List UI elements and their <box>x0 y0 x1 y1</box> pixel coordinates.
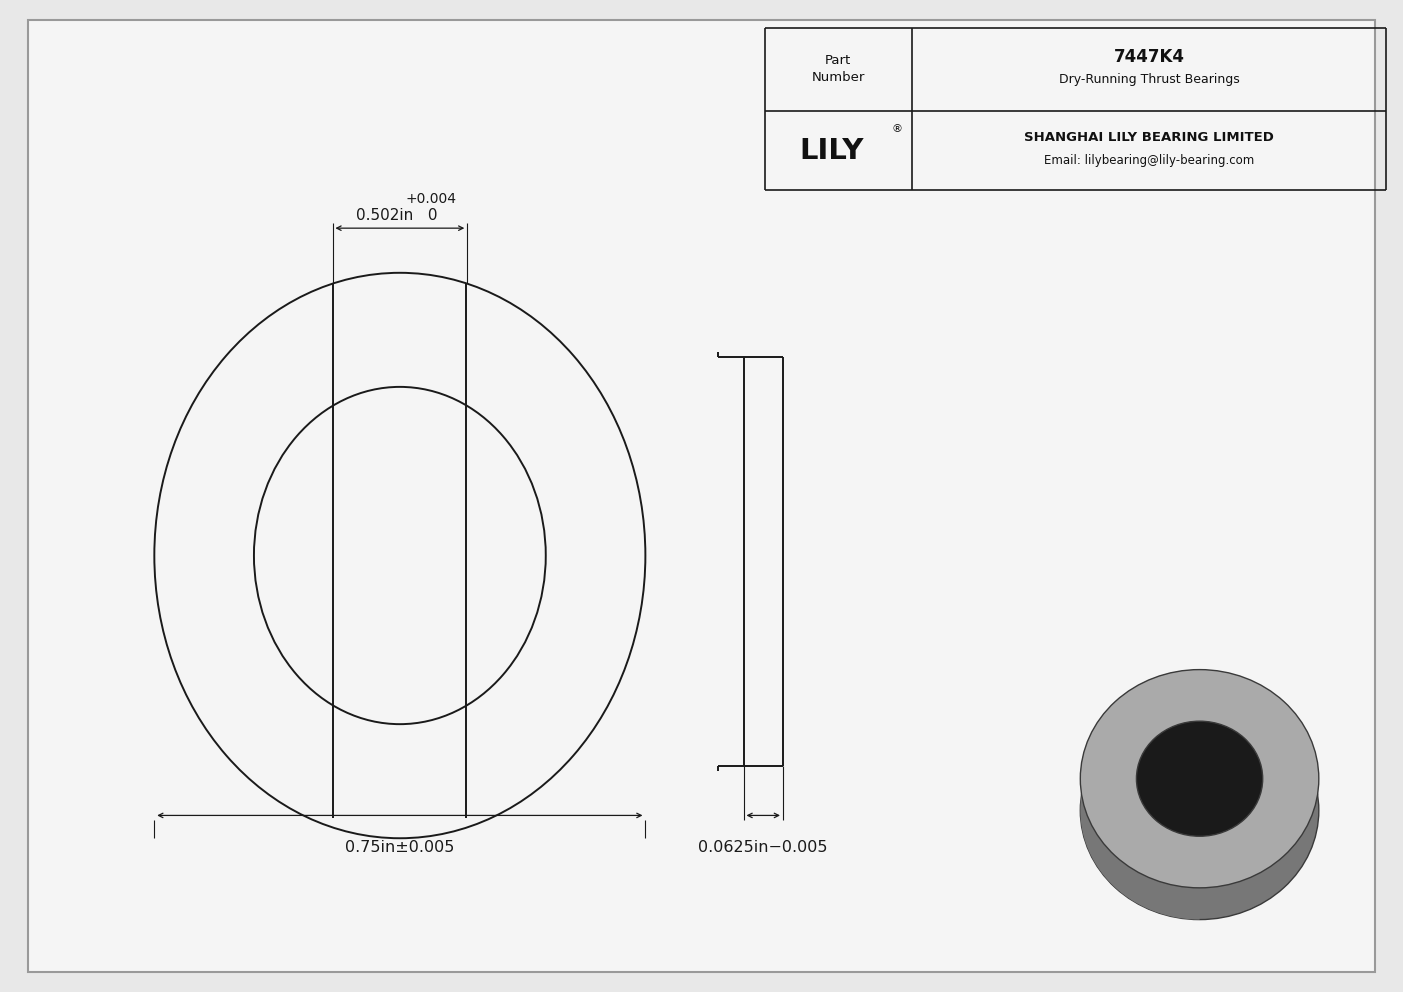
Polygon shape <box>1200 721 1263 868</box>
Text: Part
Number: Part Number <box>811 55 866 84</box>
Ellipse shape <box>1080 670 1319 888</box>
Text: 0.502in   0: 0.502in 0 <box>356 208 438 223</box>
Text: Dry-Running Thrust Bearings: Dry-Running Thrust Bearings <box>1059 72 1239 86</box>
Text: 0.0625in−0.005: 0.0625in−0.005 <box>699 840 828 855</box>
Ellipse shape <box>1136 753 1263 868</box>
Text: 0.75in±0.005: 0.75in±0.005 <box>345 840 455 855</box>
Polygon shape <box>1080 670 1200 920</box>
Text: ®: ® <box>892 124 902 134</box>
Text: SHANGHAI LILY BEARING LIMITED: SHANGHAI LILY BEARING LIMITED <box>1024 131 1274 145</box>
Ellipse shape <box>1080 701 1319 920</box>
Text: 7447K4: 7447K4 <box>1114 48 1184 65</box>
Ellipse shape <box>1136 721 1263 836</box>
Text: LILY: LILY <box>800 137 863 165</box>
Text: Email: lilybearing@lily-bearing.com: Email: lilybearing@lily-bearing.com <box>1044 154 1254 168</box>
Text: +0.004: +0.004 <box>405 192 456 206</box>
